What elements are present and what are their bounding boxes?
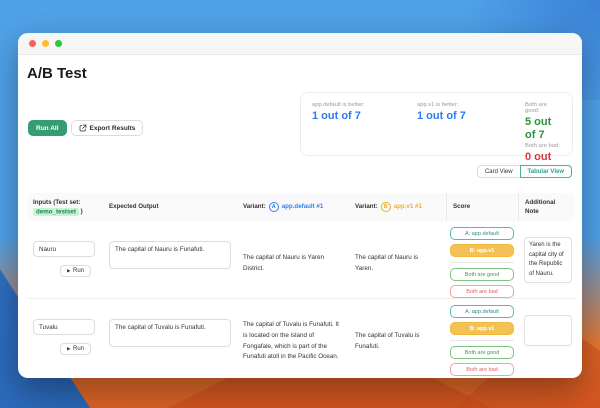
variant-b-badge-icon: B <box>380 202 391 212</box>
input-field[interactable]: Nauru <box>33 241 95 257</box>
stat-label: app.v1 is better: <box>417 102 459 108</box>
zoom-button[interactable] <box>55 40 62 47</box>
note-cell <box>518 299 575 377</box>
variant-prefix: Variant: <box>243 203 266 211</box>
view-toggle: Card View Tabular View <box>476 165 572 178</box>
stat-value: 1 out of 7 <box>417 110 466 122</box>
expected-output-field[interactable]: The capital of Tuvalu is Funafuti. <box>109 319 231 347</box>
play-icon: ▶ <box>67 346 71 351</box>
score-both-bad-button[interactable]: Both are bad <box>450 363 514 376</box>
stat-app-default-better: app.default is better: 1 out of 7 <box>312 102 417 146</box>
export-icon <box>79 124 86 132</box>
export-results-button[interactable]: Export Results <box>70 120 144 136</box>
input-cell: Tuvalu ▶ Run <box>27 299 103 377</box>
header-additional-note: Additional Note <box>518 193 575 221</box>
variant-a-output: The capital of Nauru is Yaren District. <box>243 253 324 272</box>
close-button[interactable] <box>29 40 36 47</box>
score-b-button[interactable]: B: app.v1 <box>450 322 514 335</box>
header-expected-output: Expected Output <box>109 203 159 211</box>
app-window: A/B Test Run All Export Results app.defa… <box>18 33 582 378</box>
table-row: Tuvalu ▶ Run The capital of Tuvalu is Fu… <box>27 299 575 377</box>
table-row: Nauru ▶ Run The capital of Nauru is Funa… <box>27 221 575 299</box>
expected-output-field[interactable]: The capital of Nauru is Funafuti. <box>109 241 231 269</box>
header-variant-a: Variant: A app.default #1 <box>237 198 349 216</box>
window-titlebar <box>18 33 582 55</box>
variant-a-output: The capital of Tuvalu is Funafuti. It is… <box>243 321 339 361</box>
inputs-suffix: ) <box>80 208 83 215</box>
testset-badge: demo_testset <box>33 207 79 216</box>
header-score: Score <box>446 193 518 221</box>
stat-app-v1-better: app.v1 is better: 1 out of 7 <box>417 102 525 146</box>
run-button[interactable]: ▶ Run <box>60 343 91 355</box>
inputs-prefix: Inputs (Test set: <box>33 198 81 206</box>
divider <box>450 340 514 341</box>
header-inputs: Inputs (Test set: demo_testset ) <box>27 194 103 221</box>
score-both-good-button[interactable]: Both are good <box>450 346 514 359</box>
additional-note-field[interactable] <box>524 315 572 346</box>
variant-b-output: The capital of Nauru is Yaren. <box>355 253 418 272</box>
card-view-button[interactable]: Card View <box>476 165 520 178</box>
stat-label: Both are good: <box>525 102 547 114</box>
results-table: Inputs (Test set: demo_testset ) Expecte… <box>27 193 575 377</box>
stat-label: Both are bad: <box>525 143 560 150</box>
note-cell: Yaren is the capital city of the Republi… <box>518 221 575 306</box>
score-cell: A: app.default B: app.v1 Both are good B… <box>446 299 518 377</box>
input-cell: Nauru ▶ Run <box>27 221 103 306</box>
tabular-view-button[interactable]: Tabular View <box>519 165 572 178</box>
window-content: A/B Test Run All Export Results app.defa… <box>18 55 582 377</box>
minimize-button[interactable] <box>42 40 49 47</box>
stat-value: 5 out of 7 <box>525 116 552 141</box>
variant-b-output: The capital of Tuvalu is Funafuti. <box>355 331 420 350</box>
score-a-button[interactable]: A: app.default <box>450 305 514 318</box>
export-results-label: Export Results <box>89 124 136 132</box>
score-both-good-button[interactable]: Both are good <box>450 268 514 281</box>
score-both-bad-button[interactable]: Both are bad <box>450 285 514 298</box>
toolbar: Run All Export Results <box>28 120 144 136</box>
variant-prefix: Variant: <box>355 203 378 211</box>
page-title: A/B Test <box>27 65 87 82</box>
expected-output-cell: The capital of Nauru is Funafuti. <box>103 221 237 306</box>
run-button-label: Run <box>72 268 84 274</box>
play-icon: ▶ <box>67 268 71 273</box>
score-b-button[interactable]: B: app.v1 <box>450 244 514 257</box>
run-button[interactable]: ▶ Run <box>60 265 91 277</box>
additional-note-field[interactable]: Yaren is the capital city of the Republi… <box>524 237 572 284</box>
run-button-label: Run <box>72 346 84 352</box>
run-all-button[interactable]: Run All <box>28 120 67 136</box>
stats-panel: app.default is better: 1 out of 7 app.v1… <box>300 92 573 176</box>
score-cell: A: app.default B: app.v1 Both are good B… <box>446 221 518 306</box>
variant-b-name: app.v1 #1 <box>393 203 422 211</box>
table-header: Inputs (Test set: demo_testset ) Expecte… <box>27 193 575 221</box>
stat-both-column: Both are good: 5 out of 7 Both are bad: … <box>525 102 561 176</box>
expected-output-cell: The capital of Tuvalu is Funafuti. <box>103 299 237 377</box>
header-variant-b: Variant: B app.v1 #1 <box>349 198 446 216</box>
variant-a-name: app.default #1 <box>281 203 324 211</box>
score-a-button[interactable]: A: app.default <box>450 227 514 240</box>
divider <box>450 262 514 263</box>
stat-label: app.default is better: <box>312 102 365 108</box>
variant-a-badge-icon: A <box>268 202 279 212</box>
input-field[interactable]: Tuvalu <box>33 319 95 335</box>
stat-value: 1 out of 7 <box>312 110 361 122</box>
